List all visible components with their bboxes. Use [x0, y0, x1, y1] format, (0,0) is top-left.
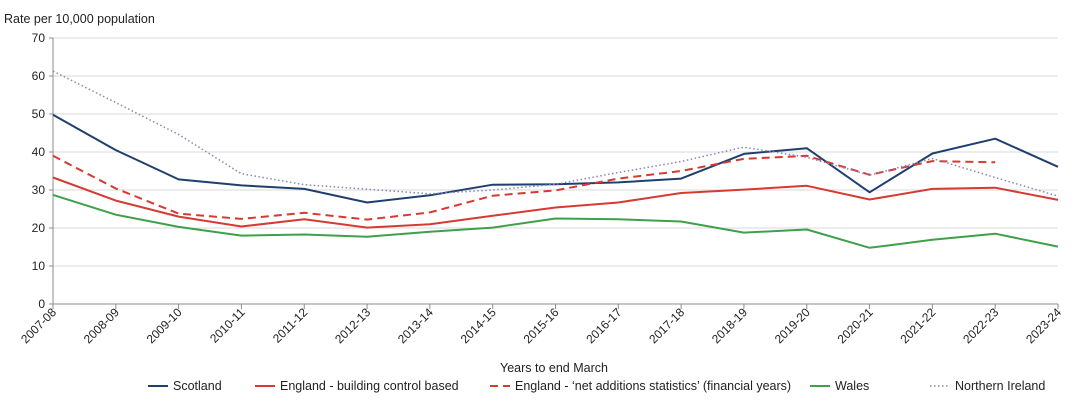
legend-item-england-net-additions-statistics-financial-years: England - ‘net additions statistics’ (fi… [490, 379, 791, 393]
y-tick-label: 10 [32, 259, 46, 273]
series-line-wales [52, 193, 1059, 249]
x-tick-label: 2008-09 [81, 305, 122, 346]
y-tick-label: 50 [32, 107, 46, 121]
y-tick-label: 30 [32, 183, 46, 197]
x-tick-label: 2015-16 [521, 305, 562, 346]
y-tick-label: 70 [32, 31, 46, 45]
legend-label: Wales [835, 379, 869, 393]
x-tick-label: 2007-08 [18, 305, 59, 346]
x-tick-label: 2016-17 [583, 305, 624, 346]
x-tick-label: 2012-13 [332, 305, 373, 346]
x-axis-title: Years to end March [500, 361, 608, 375]
y-axis-title: Rate per 10,000 population [4, 12, 155, 26]
gridlines [53, 37, 1058, 267]
x-tick-label: 2018-19 [709, 305, 750, 346]
x-tick-label: 2019-20 [772, 305, 813, 346]
legend-label: Northern Ireland [955, 379, 1045, 393]
y-tick-label: 60 [32, 69, 46, 83]
x-tick-label: 2022-23 [960, 305, 1001, 346]
x-tick-labels: 2007-08 2008-09 2009-10 2010-11 2011-12 2012-… [18, 304, 1064, 346]
legend-item-northern-ireland: Northern Ireland [930, 379, 1045, 393]
y-tick-label: 0 [38, 297, 45, 311]
axes [49, 37, 1058, 305]
x-tick-label: 2010-11 [207, 305, 248, 346]
legend-label: England - ‘net additions statistics’ (fi… [515, 379, 791, 393]
legend-item-scotland: Scotland [148, 379, 222, 393]
series-line-england-net-additions-statistics-financial-years [52, 154, 996, 221]
legend-item-wales: Wales [810, 379, 869, 393]
series-line-northern-ireland [52, 70, 1059, 197]
series-lines [52, 70, 1059, 249]
legend-label: Scotland [173, 379, 222, 393]
y-tick-label: 20 [32, 221, 46, 235]
x-tick-label: 2017-18 [646, 305, 687, 346]
x-tick-label: 2021-22 [897, 305, 938, 346]
series-line-scotland [52, 113, 1059, 204]
legend-item-england-building-control-based: England - building control based [255, 379, 459, 393]
x-tick-label: 2011-12 [270, 305, 311, 346]
x-tick-label: 2014-15 [458, 305, 499, 346]
series-line-england-building-control-based [52, 176, 1059, 229]
x-tick-label: 2009-10 [144, 305, 185, 346]
x-tick-label: 2023-24 [1023, 305, 1064, 346]
x-tick-label: 2013-14 [395, 305, 436, 346]
legend-label: England - building control based [280, 379, 459, 393]
y-tick-labels: 0 10 20 30 40 50 60 70 [32, 31, 46, 311]
y-tick-label: 40 [32, 145, 46, 159]
x-tick-label: 2020-21 [835, 305, 876, 346]
legend: Scotland England - building control based… [148, 379, 1045, 393]
